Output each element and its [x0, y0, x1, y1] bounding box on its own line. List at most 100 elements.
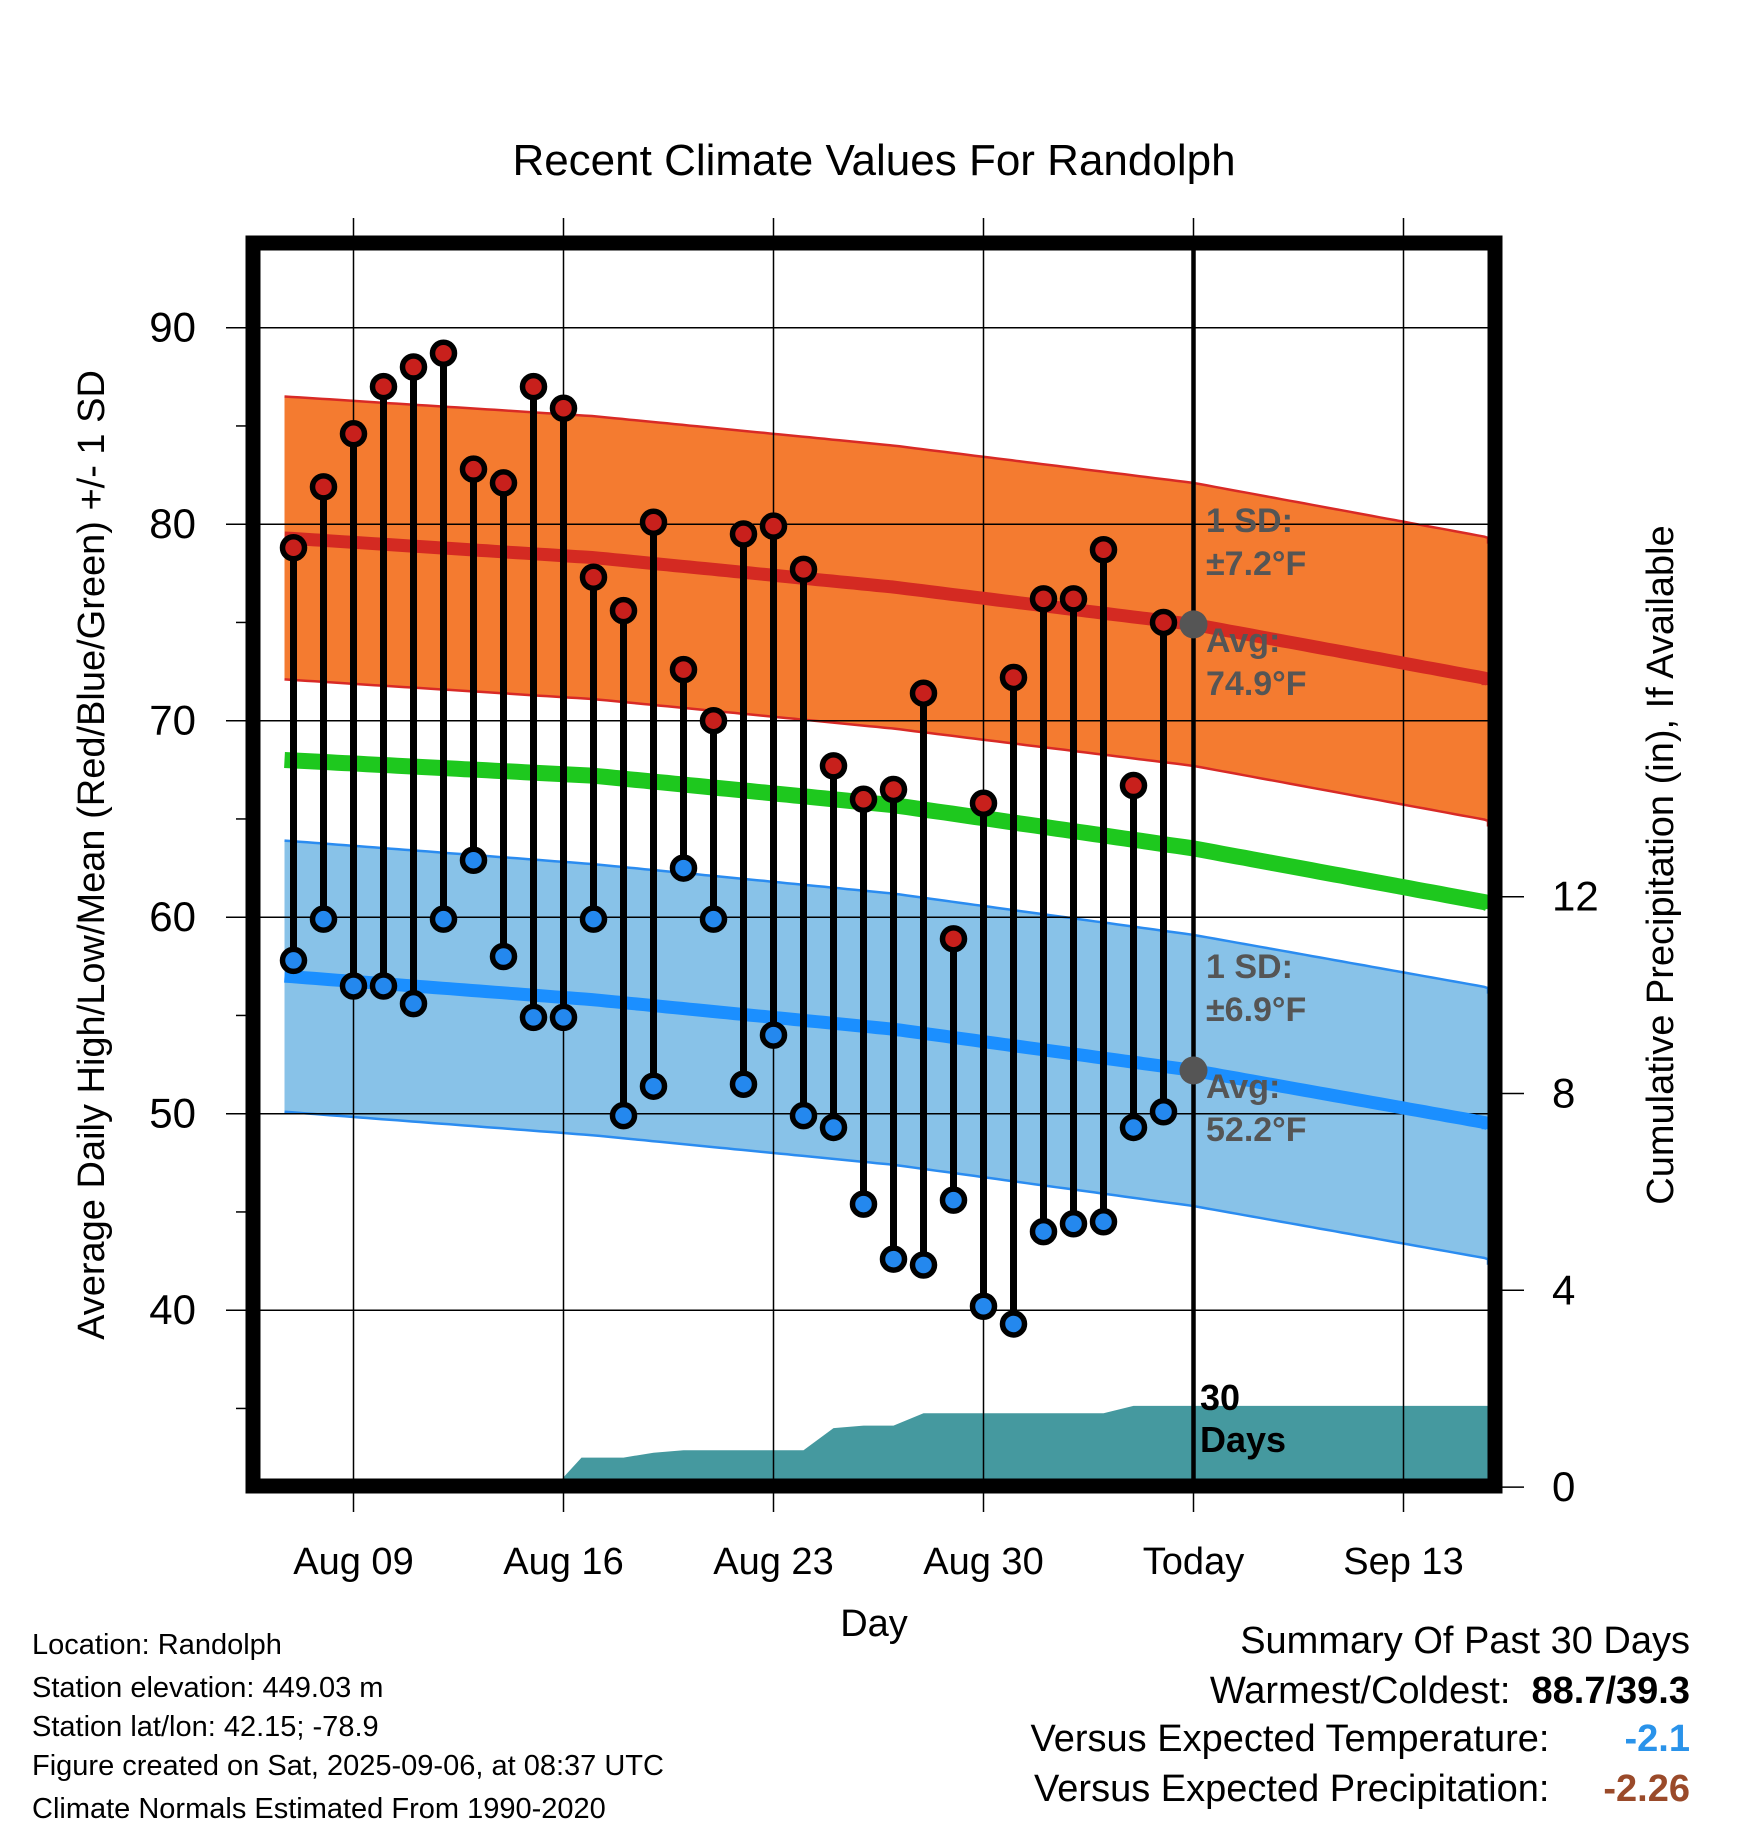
daily-low-point — [1029, 1217, 1058, 1246]
daily-low-point — [1119, 1113, 1148, 1142]
daily-low-point — [309, 905, 338, 933]
daily-high-point — [489, 469, 518, 497]
y-tick-label: 80 — [149, 500, 196, 547]
daily-low-point — [849, 1190, 878, 1218]
x-tick-label: Aug 30 — [923, 1541, 1043, 1583]
daily-high-point — [759, 512, 788, 540]
daily-high-point — [369, 372, 398, 401]
daily-low-point — [399, 989, 428, 1018]
period-label-number: 30 — [1200, 1377, 1240, 1418]
x-tick-label: Sep 13 — [1343, 1541, 1463, 1583]
daily-low-point — [999, 1310, 1028, 1338]
plot-area: 1 SD: ±7.2°F Avg: 74.9°F 1 SD: ±6.9°F Avg: 52.2… — [149, 218, 1599, 1583]
daily-low-point — [969, 1292, 998, 1321]
daily-high-point — [309, 473, 338, 501]
summary-precip-label: Versus Expected Precipitation: — [1034, 1768, 1550, 1810]
low-sd-lower-edge — [284, 1110, 1488, 1265]
x-tick-label: Aug 16 — [503, 1541, 623, 1583]
plot-frame — [245, 235, 1503, 1494]
daily-low-point — [759, 1021, 788, 1049]
high-normal-line — [284, 531, 1488, 686]
daily-high-point — [339, 420, 368, 448]
info-location: Location: Randolph — [32, 1629, 282, 1661]
daily-high-point — [459, 455, 488, 483]
chart-title: Recent Climate Values For Randolph — [512, 136, 1235, 185]
daily-high-point — [549, 394, 578, 423]
daily-low-point — [369, 972, 398, 1000]
daily-high-point — [699, 706, 728, 735]
daily-high-point — [849, 785, 878, 814]
high-avg-value: 74.9°F — [1206, 665, 1307, 703]
mean-normal-line — [284, 752, 1488, 911]
x-axis-label: Day — [840, 1603, 908, 1645]
daily-low-point — [729, 1070, 758, 1098]
summary-temp: Versus Expected Temperature: -2.1 — [1031, 1720, 1690, 1758]
y-tick-label: 90 — [149, 304, 196, 351]
period-label-days: Days — [1200, 1419, 1286, 1460]
y2-tick-label: 4 — [1552, 1266, 1575, 1313]
summary-precip-value: -2.26 — [1603, 1768, 1690, 1810]
y2-tick-label: 0 — [1552, 1463, 1575, 1510]
summary-warm-cold: Warmest/Coldest: 88.7/39.3 — [1210, 1672, 1690, 1710]
summary-temp-value: -2.1 — [1624, 1718, 1690, 1760]
summary-precip: Versus Expected Precipitation: -2.26 — [1034, 1770, 1690, 1808]
precip-area — [260, 1405, 1488, 1480]
daily-high-point — [969, 789, 998, 817]
summary-title: Summary Of Past 30 Days — [1240, 1620, 1690, 1662]
y2-axis-label: Cumulative Precipitation (in), If Availa… — [1640, 525, 1682, 1204]
info-latlon: Station lat/lon: 42.15; -78.9 — [32, 1711, 379, 1743]
daily-low-point — [1059, 1209, 1088, 1238]
today-high-avg-point — [1179, 610, 1208, 639]
daily-low-point — [669, 854, 698, 882]
daily-high-point — [939, 925, 968, 953]
daily-high-point — [279, 534, 308, 562]
daily-high-point — [1119, 771, 1148, 800]
daily-low-point — [549, 1003, 578, 1032]
high-sd-label: 1 SD: — [1206, 502, 1293, 540]
y2-tick-label: 8 — [1552, 1070, 1575, 1117]
daily-low-point — [909, 1251, 938, 1279]
daily-low-point — [819, 1113, 848, 1142]
daily-high-point — [999, 663, 1028, 692]
y-tick-label: 50 — [149, 1090, 196, 1137]
daily-low-point — [939, 1186, 968, 1214]
summary-warm-cold-label: Warmest/Coldest: — [1209, 1670, 1511, 1712]
daily-low-point — [1149, 1097, 1178, 1126]
low-sd-label: 1 SD: — [1206, 948, 1293, 986]
daily-low-point — [639, 1072, 668, 1100]
daily-low-point — [279, 946, 308, 975]
daily-low-point — [609, 1101, 638, 1130]
daily-low-point — [879, 1245, 908, 1273]
y-tick-label: 40 — [149, 1286, 196, 1333]
daily-low-point — [429, 905, 458, 933]
daily-high-point — [579, 563, 608, 592]
high-sd-upper-edge — [284, 395, 1488, 544]
daily-high-point — [909, 679, 938, 707]
y-tick-label: 60 — [149, 893, 196, 940]
daily-low-point — [519, 1003, 548, 1032]
daily-low-point — [339, 972, 368, 1000]
y2-tick-label: 12 — [1552, 873, 1599, 920]
info-created: Figure created on Sat, 2025-09-06, at 08… — [32, 1750, 664, 1782]
daily-high-point — [1149, 608, 1178, 637]
y-axis-label: Average Daily High/Low/Mean (Red/Blue/Gr… — [71, 370, 113, 1340]
low-avg-label: Avg: — [1206, 1068, 1280, 1106]
info-elevation: Station elevation: 449.03 m — [32, 1672, 384, 1704]
daily-high-point — [669, 655, 698, 684]
daily-high-point — [879, 775, 908, 804]
daily-low-point — [489, 942, 518, 971]
summary-temp-label: Versus Expected Temperature: — [1030, 1718, 1550, 1760]
today-low-avg-point — [1179, 1056, 1208, 1085]
low-avg-value: 52.2°F — [1206, 1111, 1307, 1149]
daily-high-point — [639, 508, 668, 536]
daily-low-point — [459, 846, 488, 874]
daily-high-point — [609, 596, 638, 625]
daily-high-point — [1059, 585, 1088, 613]
daily-low-point — [699, 905, 728, 933]
y-tick-label: 70 — [149, 697, 196, 744]
low-sd-value: ±6.9°F — [1206, 991, 1306, 1029]
info-normals: Climate Normals Estimated From 1990-2020 — [32, 1793, 606, 1825]
low-sd-upper-edge — [284, 839, 1488, 994]
daily-low-point — [579, 905, 608, 933]
low-sd-band — [284, 840, 1488, 1265]
